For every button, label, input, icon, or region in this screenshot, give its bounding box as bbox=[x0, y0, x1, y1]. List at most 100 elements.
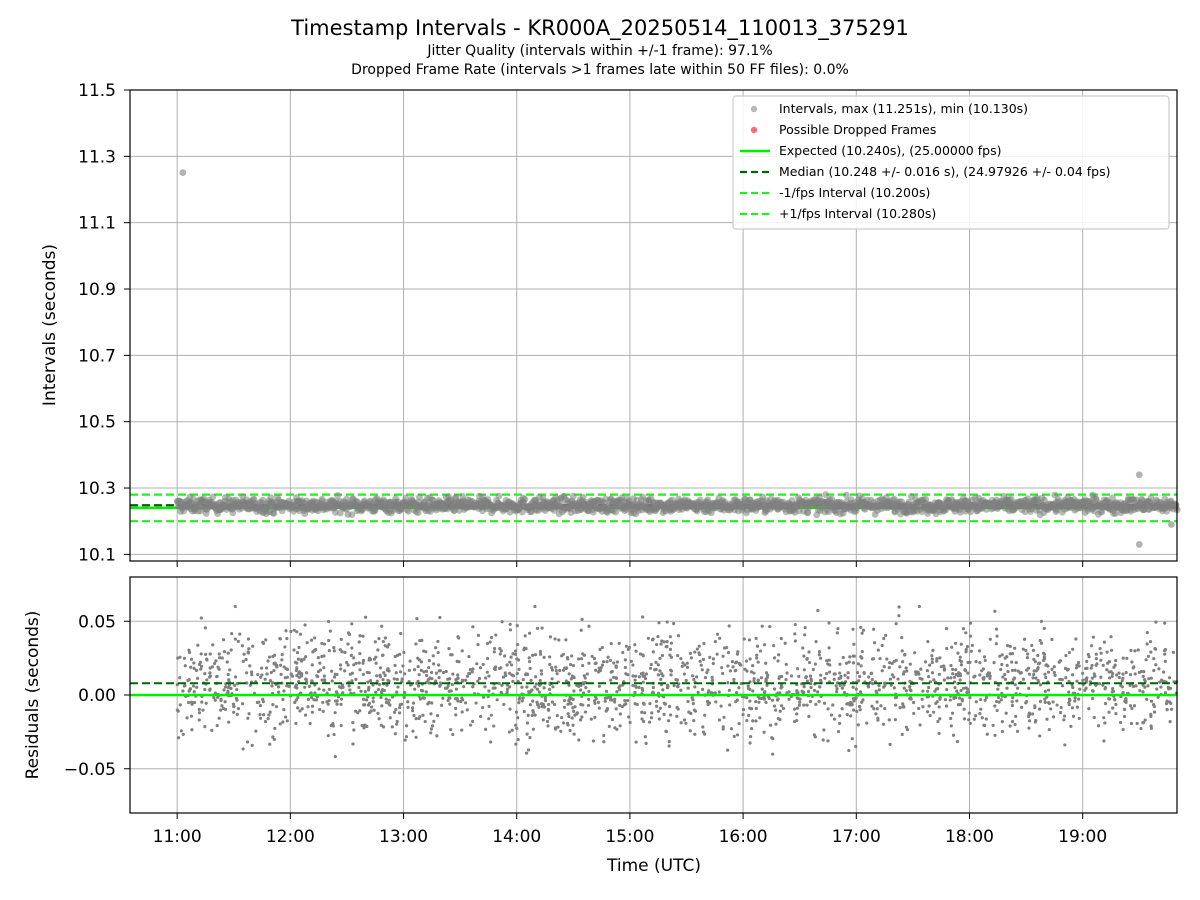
residual-point bbox=[1043, 697, 1047, 701]
residual-point bbox=[263, 719, 268, 724]
residual-point bbox=[225, 660, 229, 664]
residual-point bbox=[1089, 666, 1093, 670]
residual-point bbox=[729, 727, 734, 731]
residual-point bbox=[1047, 728, 1051, 732]
residual-point bbox=[318, 661, 322, 665]
residual-point bbox=[267, 713, 271, 717]
residual-point bbox=[419, 660, 423, 664]
residual-point bbox=[870, 678, 874, 682]
residual-point bbox=[413, 668, 417, 672]
residual-point bbox=[548, 635, 553, 639]
residual-point bbox=[664, 729, 668, 733]
residual-point bbox=[750, 727, 754, 731]
residual-point bbox=[200, 700, 204, 704]
residual-point bbox=[1114, 702, 1118, 706]
residual-point bbox=[348, 688, 352, 692]
residual-point bbox=[542, 686, 546, 690]
residual-point bbox=[856, 723, 860, 727]
residual-point bbox=[369, 679, 373, 683]
residual-point bbox=[604, 689, 609, 693]
residual-point bbox=[690, 696, 694, 700]
residual-point bbox=[658, 669, 662, 673]
figure-title: Timestamp Intervals - KR000A_20250514_11… bbox=[291, 16, 909, 40]
residual-point bbox=[335, 672, 339, 677]
residual-point bbox=[721, 654, 725, 658]
residual-point bbox=[538, 649, 543, 654]
residual-point bbox=[298, 709, 302, 713]
residual-point bbox=[422, 649, 426, 653]
residual-point bbox=[1034, 718, 1038, 723]
residual-point bbox=[535, 700, 539, 704]
residual-point bbox=[656, 635, 660, 639]
residual-point bbox=[460, 728, 464, 732]
residual-point bbox=[437, 669, 441, 673]
residual-point bbox=[755, 656, 759, 660]
residual-point bbox=[862, 671, 866, 675]
residual-point bbox=[658, 656, 662, 660]
residual-point bbox=[816, 608, 820, 613]
residual-point bbox=[524, 647, 528, 651]
residual-point bbox=[669, 641, 674, 645]
residual-point bbox=[842, 690, 847, 695]
residual-point bbox=[502, 702, 506, 707]
residual-point bbox=[393, 732, 397, 736]
residual-point bbox=[894, 695, 899, 699]
residual-point bbox=[901, 705, 905, 709]
residual-point bbox=[952, 696, 956, 700]
residual-point bbox=[1163, 652, 1167, 656]
residual-point bbox=[778, 709, 782, 713]
residual-point bbox=[531, 653, 535, 657]
residual-point bbox=[262, 713, 266, 717]
residual-point bbox=[593, 662, 597, 666]
residual-point bbox=[846, 676, 850, 680]
residual-point bbox=[378, 666, 383, 670]
residual-point bbox=[1026, 666, 1031, 670]
residual-point bbox=[381, 639, 385, 644]
residual-point bbox=[752, 671, 756, 675]
residual-point bbox=[454, 713, 458, 717]
residual-point bbox=[226, 690, 230, 695]
residual-point bbox=[1148, 640, 1153, 644]
residual-point bbox=[598, 647, 602, 651]
interval-point bbox=[348, 511, 356, 519]
residual-point bbox=[1008, 644, 1012, 648]
residual-point bbox=[1000, 720, 1004, 724]
residual-point bbox=[1010, 703, 1015, 708]
residual-point bbox=[514, 710, 519, 714]
residual-point bbox=[1025, 656, 1029, 660]
residual-point bbox=[722, 715, 726, 719]
residual-point bbox=[787, 697, 791, 701]
legend: Intervals, max (11.251s), min (10.130s) … bbox=[732, 95, 1170, 230]
residual-point bbox=[492, 650, 496, 654]
residual-point bbox=[958, 658, 962, 663]
residual-point bbox=[440, 703, 444, 707]
residual-point bbox=[358, 651, 362, 656]
residual-point bbox=[717, 690, 721, 694]
residual-point bbox=[758, 716, 762, 720]
residual-point bbox=[534, 682, 538, 686]
residual-point bbox=[964, 650, 968, 654]
residual-point bbox=[233, 675, 238, 679]
residual-point bbox=[721, 671, 725, 676]
residual-point bbox=[660, 653, 665, 658]
residual-point bbox=[1045, 717, 1049, 721]
residual-point bbox=[562, 705, 567, 709]
residual-point bbox=[407, 668, 411, 672]
residual-point bbox=[643, 711, 647, 715]
residual-point bbox=[1152, 710, 1157, 714]
residual-point bbox=[935, 659, 939, 663]
residual-point bbox=[410, 709, 415, 713]
residual-point bbox=[226, 651, 230, 655]
residual-point bbox=[944, 704, 949, 708]
residual-point bbox=[395, 690, 399, 694]
residual-point bbox=[927, 685, 931, 690]
residual-point bbox=[926, 639, 930, 644]
residual-point bbox=[1154, 663, 1158, 667]
residual-point bbox=[196, 676, 200, 680]
residual-point bbox=[483, 685, 487, 689]
residual-point bbox=[495, 698, 499, 702]
residual-point bbox=[859, 625, 863, 630]
residual-point bbox=[978, 712, 982, 716]
residual-point bbox=[640, 717, 644, 721]
residual-point bbox=[258, 703, 263, 708]
